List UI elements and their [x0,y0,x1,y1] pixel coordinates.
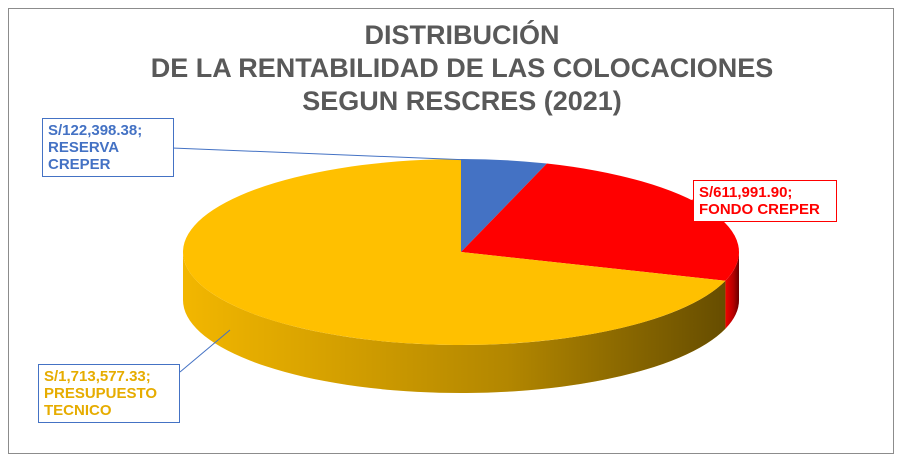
value-label: S/611,991.90; [699,184,793,201]
value-label: S/1,713,577.33; [44,368,151,385]
chart-frame [8,8,894,454]
slice [461,159,547,252]
slice [183,159,726,345]
data-label: S/1,713,577.33; PRESUPUESTO TECNICO [38,364,180,423]
leader-line [171,147,471,161]
category-label: FONDO CREPER [699,201,820,218]
leader-line [179,329,231,373]
leader-line [639,199,694,216]
data-label: S/122,398.38; RESERVA CREPER [42,118,174,177]
chart-title: DE LA RENTABILIDAD DE LAS COLOCACIONES [151,53,774,83]
data-label: S/611,991.90; FONDO CREPER [693,180,837,222]
slice-side-shade [183,252,726,393]
value-label: S/122,398.38; [48,122,143,139]
chart-title: SEGUN RESCRES (2021) [302,86,622,116]
category-label: RESERVA CREPER [48,139,119,173]
slice-side-shade [725,252,739,329]
slice [461,163,739,281]
category-label: PRESUPUESTO TECNICO [44,385,158,419]
chart-title: DISTRIBUCIÓN [365,19,560,50]
